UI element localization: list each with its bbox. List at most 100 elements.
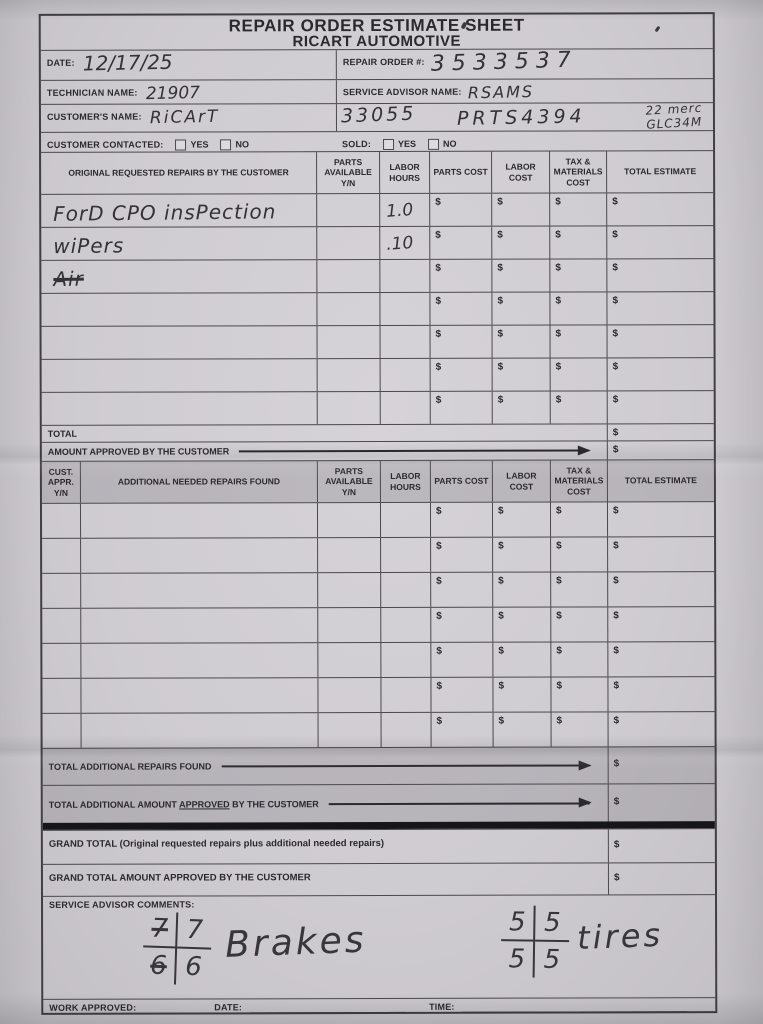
col-labor-hours: LABOR HOURS [379,151,430,193]
dollar-sign: $ [612,361,619,373]
total-estimate-cell: $ [606,325,714,358]
total-estimate-cell: $ [607,607,715,642]
cust-appr-cell [42,574,80,608]
labor-cost-cell: $ [491,259,550,292]
total-estimate-cell: $ [606,391,714,424]
total-estimate-cell: $ [606,193,714,226]
advisor-cell: SERVICE ADVISOR NAME: RSAMS [335,79,713,104]
parts-cost-cell: $ [430,642,493,677]
vehicle-note-handwriting: 22 merc GLC34M [646,101,704,133]
total-estimate-cell: $ [606,502,715,537]
tax-materials-cell: $ [550,712,608,747]
labor-hours-cell: 1.0 [379,193,430,226]
service-advisor-comments: SERVICE ADVISOR COMMENTS: 7 7 6 6 Brakes… [42,894,716,999]
tax-materials-cell: $ [549,193,607,226]
tax-materials-cell: $ [549,226,607,259]
sold-yes-checkbox [383,138,395,150]
dollar-sign: $ [613,575,619,587]
labor-hours-cell [380,642,431,677]
dollar-sign: $ [436,645,442,657]
dollar-sign: $ [435,295,442,307]
dollar-sign: $ [497,196,503,208]
technician-label: TECHNICIAN NAME: [46,87,138,98]
additional-repair-row: $ $ $ $ [42,676,715,713]
col-total-estimate: TOTAL ESTIMATE [606,460,714,502]
labor-hours-handwriting: 1.0 [385,199,414,222]
dollar-sign: $ [555,505,562,517]
labor-hours-cell [379,259,430,292]
repair-order-value-handwriting: 3533537 [430,47,578,77]
label-prefix: TOTAL ADDITIONAL AMOUNT [48,799,180,810]
original-table-body: ForD CPO insPection 1.0 $ $ $ $ wiPers .10 $ $ $ $ A… [41,192,714,425]
cust-appr-cell [42,679,80,713]
dollar-sign: $ [556,540,562,552]
dollar-sign: $ [556,575,562,587]
parts-tag-handwriting: PRTS4394 [456,105,586,130]
approved-date-line [250,1001,406,1013]
dollar-sign: $ [612,444,619,456]
approved-time-line [462,1000,688,1013]
dollar-sign: $ [556,610,562,622]
labor-cost-cell: $ [491,358,550,391]
total-additional-label: TOTAL ADDITIONAL REPAIRS FOUND [48,761,212,772]
additional-repair-row: $ $ $ $ [42,536,715,573]
work-approved-row: WORK APPROVED: DATE: TIME: [43,997,716,1016]
label-suffix: BY THE CUSTOMER [229,798,319,809]
customer-contacted-label: CUSTOMER CONTACTED: [47,139,164,150]
dollar-sign: $ [612,295,619,307]
parts-available-cell [316,325,380,359]
labor-hours-cell [380,607,431,642]
tire-measure-top-right: 5 [543,907,561,938]
parts-available-cell [317,712,381,748]
yes-label: YES [190,139,209,150]
repair-description-handwriting: ForD CPO insPection [53,199,277,226]
grand-total-approved-row: GRAND TOTAL AMOUNT APPROVED BY THE CUSTO… [42,862,715,896]
additional-table-body: $ $ $ $ $ $ $ $ $ $ $ $ $ $ $ $ $ $ $ $ $ $ $ $ $ $ $ $ [41,501,715,748]
dollar-sign: $ [613,680,620,692]
tax-materials-cell: $ [549,391,607,424]
additional-repair-row: $ $ $ $ [42,641,715,678]
repair-order-form: REPAIR ORDER ESTIMATE SHEET RICART AUTOM… [38,12,718,1016]
total-additional-approved-row: TOTAL ADDITIONAL AMOUNT APPROVED BY THE … [42,783,715,823]
repair-description-handwriting: Air [53,266,84,291]
amount-approved-label: AMOUNT APPROVED BY THE CUSTOMER [47,446,230,457]
advisor-label: SERVICE ADVISOR NAME: [342,86,462,98]
labor-cost-cell: $ [491,193,550,226]
advisor-value-handwriting: RSAMS [467,82,534,103]
date-label: DATE: [46,57,75,68]
additional-repair-row: $ $ $ $ [41,501,715,538]
dollar-sign: $ [612,262,618,274]
labor-cost-cell: $ [491,325,550,358]
labor-cost-cell: $ [492,537,551,572]
labor-cost-cell: $ [491,226,550,259]
brakes-caption-handwriting: Brakes [224,919,368,966]
contacted-yes-checkbox [175,139,187,151]
labor-hours-cell [380,712,431,747]
additional-repair-row: $ $ $ $ [42,711,715,748]
dollar-sign: $ [498,715,505,727]
labor-hours-cell [380,572,431,607]
dollar-sign: $ [436,540,442,552]
repair-description-cell: Air [41,260,316,293]
dollar-sign: $ [613,540,619,552]
dollar-sign: $ [613,872,620,884]
dollar-sign: $ [555,394,562,406]
repair-description-cell: wiPers [41,227,316,260]
date-ro-row: DATE: 12/17/25 REPAIR ORDER #: 3533537 [40,47,713,80]
labor-hours-cell: .10 [379,226,430,259]
dollar-sign: $ [612,328,619,340]
parts-available-cell [316,391,380,425]
cust-appr-cell [43,714,81,748]
brake-measure-bottom-left: 6 [149,950,168,982]
dollar-sign: $ [436,610,442,622]
parts-cost-cell: $ [429,193,492,226]
customer-label: CUSTOMER'S NAME: [46,111,142,122]
dollar-sign: $ [497,361,504,373]
arrow-line [328,801,590,805]
label-approved-underlined: APPROVED [179,798,230,810]
parts-available-cell [317,642,381,678]
col-parts-available: PARTS AVAILABLE Y/N [316,151,380,194]
tax-materials-cell: $ [549,502,608,537]
col-labor-cost: LABOR COST [491,460,550,502]
